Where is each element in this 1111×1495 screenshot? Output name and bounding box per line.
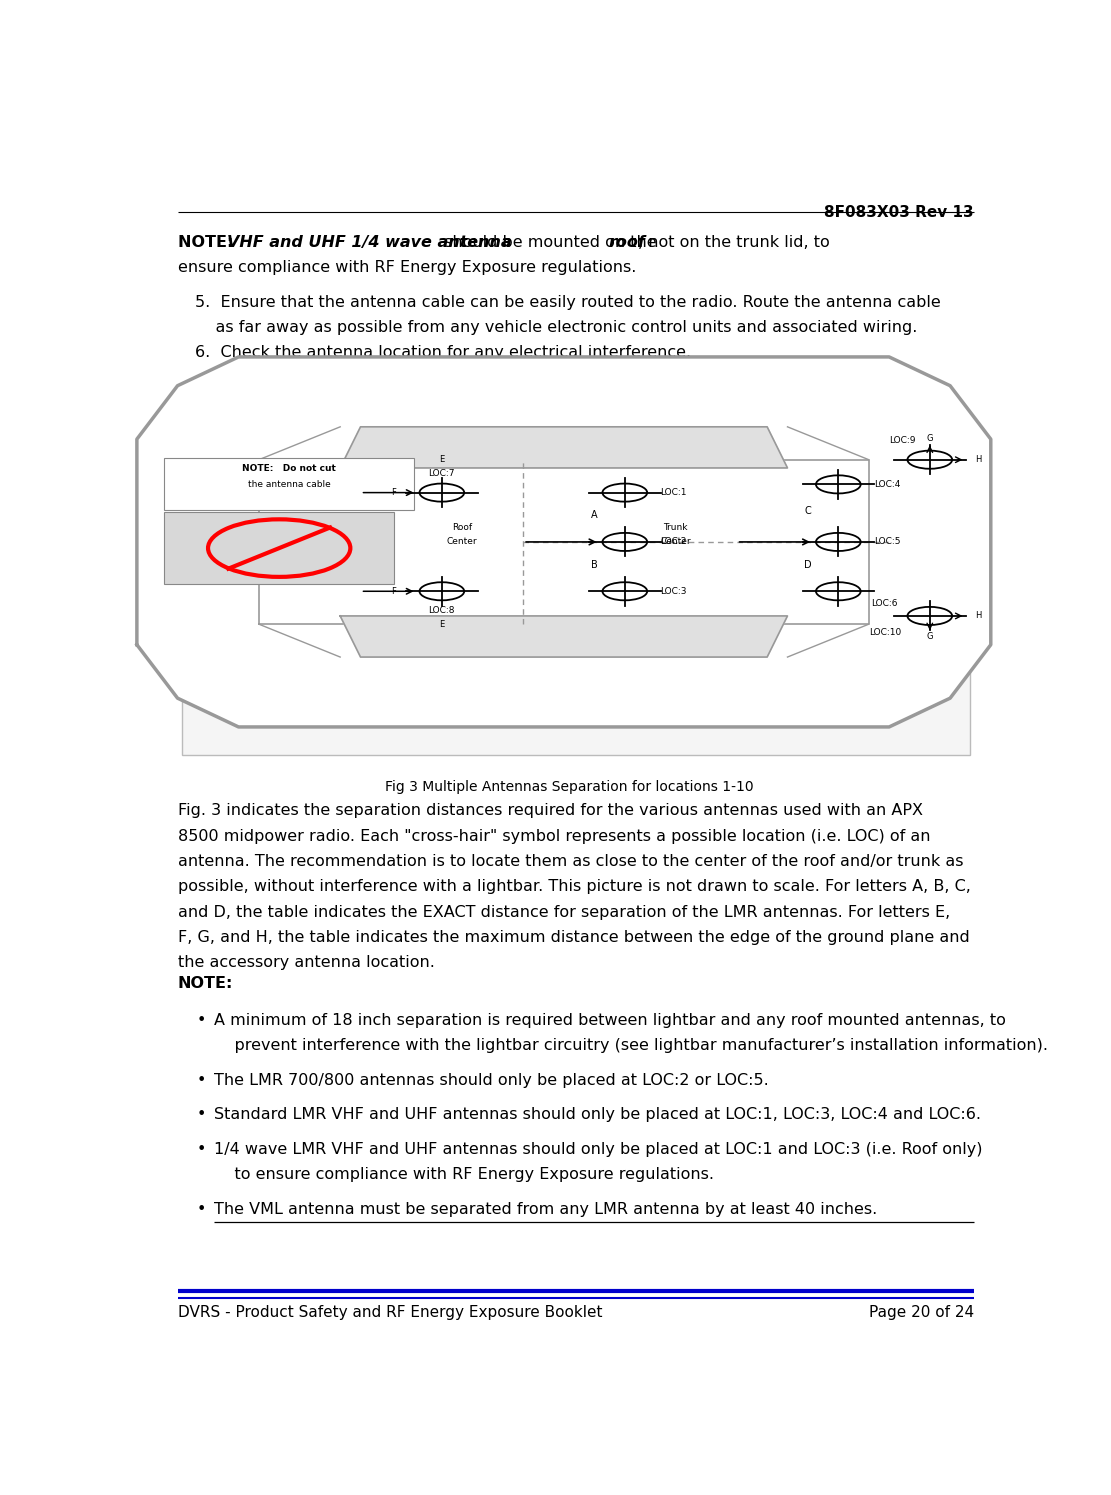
Text: VHF and UHF 1/4 wave antenna: VHF and UHF 1/4 wave antenna <box>227 235 511 250</box>
Text: H: H <box>975 454 982 465</box>
Polygon shape <box>340 428 788 468</box>
Text: The VML antenna must be separated from any LMR antenna by at least 40 inches.: The VML antenna must be separated from a… <box>213 1202 877 1217</box>
Text: G: G <box>927 632 933 641</box>
Text: LOC:9: LOC:9 <box>889 437 915 446</box>
Text: LOC:2: LOC:2 <box>660 537 687 547</box>
Text: 1/4 wave LMR VHF and UHF antennas should only be placed at LOC:1 and LOC:3 (i.e.: 1/4 wave LMR VHF and UHF antennas should… <box>213 1142 982 1157</box>
Text: LOC:3: LOC:3 <box>660 586 687 597</box>
Text: to ensure compliance with RF Energy Exposure regulations.: to ensure compliance with RF Energy Expo… <box>213 1168 713 1183</box>
Text: Page 20 of 24: Page 20 of 24 <box>869 1305 974 1320</box>
Text: 6.  Check the antenna location for any electrical interference.: 6. Check the antenna location for any el… <box>194 345 691 360</box>
Text: D: D <box>804 559 812 570</box>
Text: C: C <box>804 507 811 516</box>
Text: •: • <box>197 1012 206 1029</box>
Text: Roof: Roof <box>452 523 472 532</box>
Text: and D, the table indicates the EXACT distance for separation of the LMR antennas: and D, the table indicates the EXACT dis… <box>178 904 950 919</box>
Text: LOC:7: LOC:7 <box>429 469 456 478</box>
Text: 8F083X03 Rev 13: 8F083X03 Rev 13 <box>824 205 974 220</box>
Text: 8500 midpower radio. Each "cross-hair" symbol represents a possible location (i.: 8500 midpower radio. Each "cross-hair" s… <box>178 828 930 843</box>
Text: LOC:8: LOC:8 <box>429 605 456 614</box>
Text: F: F <box>391 487 397 498</box>
Text: and hood lids, exhaust pipes, etc.) in close proximity to the antenna can cause : and hood lids, exhaust pipes, etc.) in c… <box>178 413 942 428</box>
Text: 5.  Ensure that the antenna cable can be easily routed to the radio. Route the a: 5. Ensure that the antenna cable can be … <box>194 295 941 309</box>
Text: NOTE:   Do not cut: NOTE: Do not cut <box>242 463 337 472</box>
Text: E: E <box>439 620 444 629</box>
Text: LOC:1: LOC:1 <box>660 487 687 498</box>
Text: H: H <box>975 611 982 620</box>
Text: antenna. The recommendation is to locate them as close to the center of the roof: antenna. The recommendation is to locate… <box>178 854 963 869</box>
Text: LOC:6: LOC:6 <box>871 599 898 608</box>
Text: Center: Center <box>660 537 691 547</box>
Text: , not on the trunk lid, to: , not on the trunk lid, to <box>639 235 830 250</box>
Text: roof: roof <box>609 235 645 250</box>
Text: DVRS - Product Safety and RF Energy Exposure Booklet: DVRS - Product Safety and RF Energy Expo… <box>178 1305 602 1320</box>
Text: Any two metal pieces rubbing against each other (such as seat springs, shift lev: Any two metal pieces rubbing against eac… <box>227 387 950 402</box>
Text: A minimum of 18 inch separation is required between lightbar and any roof mounte: A minimum of 18 inch separation is requi… <box>213 1012 1005 1029</box>
Polygon shape <box>137 357 991 727</box>
Text: the accessory antenna location.: the accessory antenna location. <box>178 955 434 970</box>
Text: A: A <box>591 510 598 520</box>
Polygon shape <box>340 616 788 658</box>
Text: F, G, and H, the table indicates the maximum distance between the edge of the gr: F, G, and H, the table indicates the max… <box>178 930 970 945</box>
Text: NOTE:: NOTE: <box>178 235 239 250</box>
Text: possible, without interference with a lightbar. This picture is not drawn to sca: possible, without interference with a li… <box>178 879 971 894</box>
FancyBboxPatch shape <box>182 438 970 755</box>
Text: E: E <box>439 454 444 463</box>
Text: G: G <box>927 434 933 443</box>
FancyBboxPatch shape <box>164 511 394 585</box>
Text: Standard LMR VHF and UHF antennas should only be placed at LOC:1, LOC:3, LOC:4 a: Standard LMR VHF and UHF antennas should… <box>213 1108 981 1123</box>
Text: LOC:4: LOC:4 <box>874 480 900 489</box>
Text: •: • <box>197 1142 206 1157</box>
Text: the antenna cable: the antenna cable <box>248 480 331 489</box>
Text: NOTE:: NOTE: <box>178 976 233 991</box>
Text: NOTE:: NOTE: <box>178 387 239 402</box>
Text: The LMR 700/800 antennas should only be placed at LOC:2 or LOC:5.: The LMR 700/800 antennas should only be … <box>213 1073 769 1088</box>
Text: •: • <box>197 1073 206 1088</box>
Text: Fig 3 Multiple Antennas Separation for locations 1-10: Fig 3 Multiple Antennas Separation for l… <box>386 780 753 794</box>
Text: should be mounted on the: should be mounted on the <box>439 235 661 250</box>
Text: ensure compliance with RF Energy Exposure regulations.: ensure compliance with RF Energy Exposur… <box>178 260 635 275</box>
FancyBboxPatch shape <box>164 459 414 510</box>
Text: Trunk: Trunk <box>663 523 688 532</box>
Text: LOC:10: LOC:10 <box>869 628 901 637</box>
Text: B: B <box>591 559 598 570</box>
Text: •: • <box>197 1202 206 1217</box>
Text: Fig. 3 indicates the separation distances required for the various antennas used: Fig. 3 indicates the separation distance… <box>178 803 922 818</box>
Text: as far away as possible from any vehicle electronic control units and associated: as far away as possible from any vehicle… <box>194 320 918 335</box>
Text: F: F <box>391 586 397 597</box>
Text: •: • <box>197 1108 206 1123</box>
Text: interference.: interference. <box>178 437 281 453</box>
Text: Center: Center <box>447 537 478 547</box>
Text: prevent interference with the lightbar circuitry (see lightbar manufacturer’s in: prevent interference with the lightbar c… <box>213 1038 1048 1052</box>
Text: LOC:5: LOC:5 <box>874 537 900 547</box>
